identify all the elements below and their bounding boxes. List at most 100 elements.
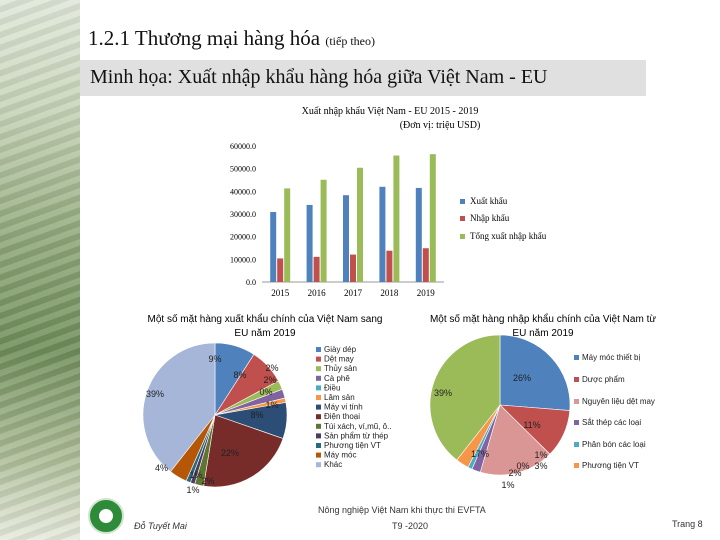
export-pie-title-line2: EU năm 2019 (234, 328, 296, 339)
bar-chart-title: Xuất nhập khẩu Việt Nam - EU 2015 - 2019 (302, 106, 479, 117)
import-pie-value-label: 17% (471, 449, 489, 459)
bar-total (357, 167, 363, 282)
university-logo (88, 498, 124, 534)
import-legend-label: Sắt thép các loại (582, 418, 641, 427)
slide-heading-note: (tiếp theo) (325, 34, 375, 48)
author-name: Đỗ Tuyết Mai (134, 521, 187, 531)
export-pie-value-label: 2% (201, 476, 214, 486)
bar-y-tick: 40000.0 (230, 187, 256, 196)
export-legend-swatch (316, 462, 321, 468)
import-pie-value-label: 1% (501, 480, 514, 490)
import-legend-label: Nguyên liệu dệt may (582, 397, 655, 406)
import-pie-title-line1: Một số mặt hàng nhập khẩu chính của Việt… (430, 313, 656, 325)
footer-caption: Nông nghiệp Việt Nam khi thực thi EVFTA (318, 505, 486, 515)
bar-import (422, 248, 429, 282)
bar-import (313, 256, 320, 282)
export-legend-label: Thủy sản (324, 364, 357, 373)
bar-legend-label: Tổng xuất nhập khẩu (470, 231, 547, 241)
export-pie-value-label: 1% (189, 470, 202, 480)
import-pie-value-label: 0% (516, 461, 529, 471)
slide-heading-text: 1.2.1 Thương mại hàng hóa (88, 26, 321, 50)
bar-x-tick: 2016 (308, 288, 327, 298)
export-pie-value-label: 8% (250, 410, 263, 420)
export-pie-value-label: 4% (155, 463, 168, 473)
import-legend-swatch (574, 399, 579, 404)
bar-export (415, 187, 422, 282)
import-legend-swatch (574, 442, 579, 447)
export-legend-label: Giày dép (324, 345, 357, 354)
export-legend-label: Túi xách, ví,mũ, ô.. (324, 422, 392, 431)
export-legend-swatch (316, 356, 321, 362)
export-legend-swatch (316, 423, 321, 429)
export-pie-value-label: 22% (221, 448, 239, 458)
import-pie-value-label: 11% (523, 420, 540, 430)
export-legend-label: Máy vi tính (324, 403, 363, 412)
export-legend-label: Cà phê (324, 374, 350, 383)
export-legend-label: Lâm sản (324, 393, 355, 402)
bar-y-tick: 30000.0 (230, 210, 256, 219)
export-legend-label: Sản phẩm từ thép (324, 431, 389, 440)
export-pie-value-label: 8% (233, 370, 246, 380)
export-legend-label: Phương tiện VT (324, 441, 381, 450)
bar-x-tick: 2015 (271, 288, 290, 298)
export-legend-label: Dệt may (324, 355, 354, 364)
export-legend-swatch (316, 414, 321, 420)
export-legend-swatch (316, 347, 321, 352)
export-legend-swatch (316, 366, 321, 372)
import-legend-swatch (574, 420, 579, 425)
import-pie-slice (499, 334, 571, 411)
bar-x-tick: 2017 (344, 288, 363, 298)
bar-export (306, 204, 313, 282)
import-legend-label: Máy móc thiết bị (582, 353, 640, 362)
export-pie-value-label: 0% (259, 387, 272, 397)
bar-y-tick: 60000.0 (230, 142, 256, 151)
export-pie-value-label: 1% (265, 400, 278, 410)
slide-subheading: Minh họa: Xuất nhập khẩu hàng hóa giữa V… (90, 66, 548, 88)
footer-date: T9 -2020 (392, 521, 429, 531)
bar-legend-swatch (460, 216, 465, 221)
import-pie-value-label: 3% (534, 461, 547, 471)
slide-heading: 1.2.1 Thương mại hàng hóa (tiếp theo) (88, 26, 375, 51)
bar-x-tick: 2019 (417, 288, 436, 298)
bar-import (277, 258, 284, 282)
export-legend-swatch (316, 385, 321, 391)
import-pie-value-label: 26% (513, 373, 531, 383)
import-legend-label: Phân bón các loại (582, 440, 646, 449)
export-legend-label: Máy móc (324, 451, 356, 460)
export-legend-swatch (316, 443, 321, 448)
bar-import (350, 254, 356, 282)
bar-y-tick: 50000.0 (230, 165, 256, 174)
page-number: Trang 8 (672, 519, 703, 529)
bar-total (429, 154, 436, 282)
import-legend-swatch (574, 355, 579, 360)
decorative-tea-field-strip (0, 0, 80, 540)
bar-total (284, 188, 291, 282)
import-pie-slice (429, 334, 501, 461)
import-pie-value-label: 2% (508, 468, 521, 478)
export-pie-title-line1: Một số mặt hàng xuất khẩu chính của Việt… (148, 313, 383, 325)
export-legend-swatch (316, 433, 321, 439)
export-legend-label: Khác (324, 460, 342, 469)
export-legend-label: Điều (324, 383, 340, 392)
export-legend-swatch (316, 395, 321, 400)
export-pie-value-label: 9% (208, 354, 221, 364)
bar-export (379, 186, 386, 282)
import-pie-slice (479, 404, 551, 476)
export-legend-swatch (316, 375, 321, 381)
export-pie-value-label: 39% (146, 389, 164, 399)
import-pie-value-label: 1% (534, 450, 547, 460)
bar-legend-swatch (460, 199, 465, 204)
bar-legend-label: Nhập khẩu (470, 213, 510, 223)
bar-total (393, 155, 400, 282)
export-pie-slice (203, 414, 284, 488)
import-legend-swatch (574, 377, 579, 382)
bar-x-tick: 2018 (380, 288, 399, 298)
bar-y-tick: 20000.0 (230, 233, 256, 242)
subheading-band (80, 60, 646, 96)
import-pie-value-label: 39% (434, 388, 452, 398)
bar-total (320, 179, 327, 282)
export-pie-value-label: 2% (263, 375, 276, 385)
bar-import (386, 250, 393, 282)
export-pie-value-label: 2% (265, 363, 278, 373)
